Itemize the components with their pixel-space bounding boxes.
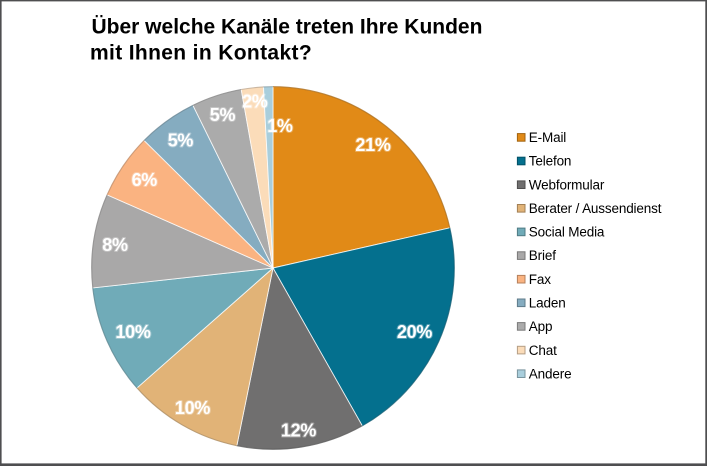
- svg-text:Andere: Andere: [529, 366, 572, 381]
- svg-text:5%: 5%: [210, 105, 236, 125]
- svg-text:Webformular: Webformular: [529, 177, 605, 192]
- svg-text:Laden: Laden: [529, 296, 566, 311]
- svg-text:Berater / Aussendienst: Berater / Aussendienst: [529, 201, 662, 216]
- svg-text:Brief: Brief: [529, 248, 556, 263]
- svg-text:20%: 20%: [397, 322, 432, 342]
- svg-text:Über welche Kanäle treten Ihre: Über welche Kanäle treten Ihre Kunden: [92, 16, 483, 39]
- svg-text:mit Ihnen in Kontakt?: mit Ihnen in Kontakt?: [90, 41, 312, 64]
- svg-text:10%: 10%: [115, 322, 150, 342]
- svg-text:21%: 21%: [355, 135, 390, 155]
- svg-text:10%: 10%: [175, 398, 210, 418]
- svg-text:App: App: [529, 319, 553, 334]
- svg-text:Telefon: Telefon: [529, 154, 571, 169]
- svg-text:12%: 12%: [281, 420, 316, 440]
- svg-text:Social Media: Social Media: [529, 225, 605, 240]
- svg-text:5%: 5%: [168, 130, 194, 150]
- svg-text:1%: 1%: [267, 116, 293, 136]
- svg-text:Fax: Fax: [529, 272, 551, 287]
- svg-text:6%: 6%: [132, 170, 158, 190]
- svg-text:2%: 2%: [242, 91, 268, 111]
- svg-text:E-Mail: E-Mail: [529, 130, 567, 145]
- svg-text:Chat: Chat: [529, 343, 557, 358]
- svg-text:8%: 8%: [102, 235, 128, 255]
